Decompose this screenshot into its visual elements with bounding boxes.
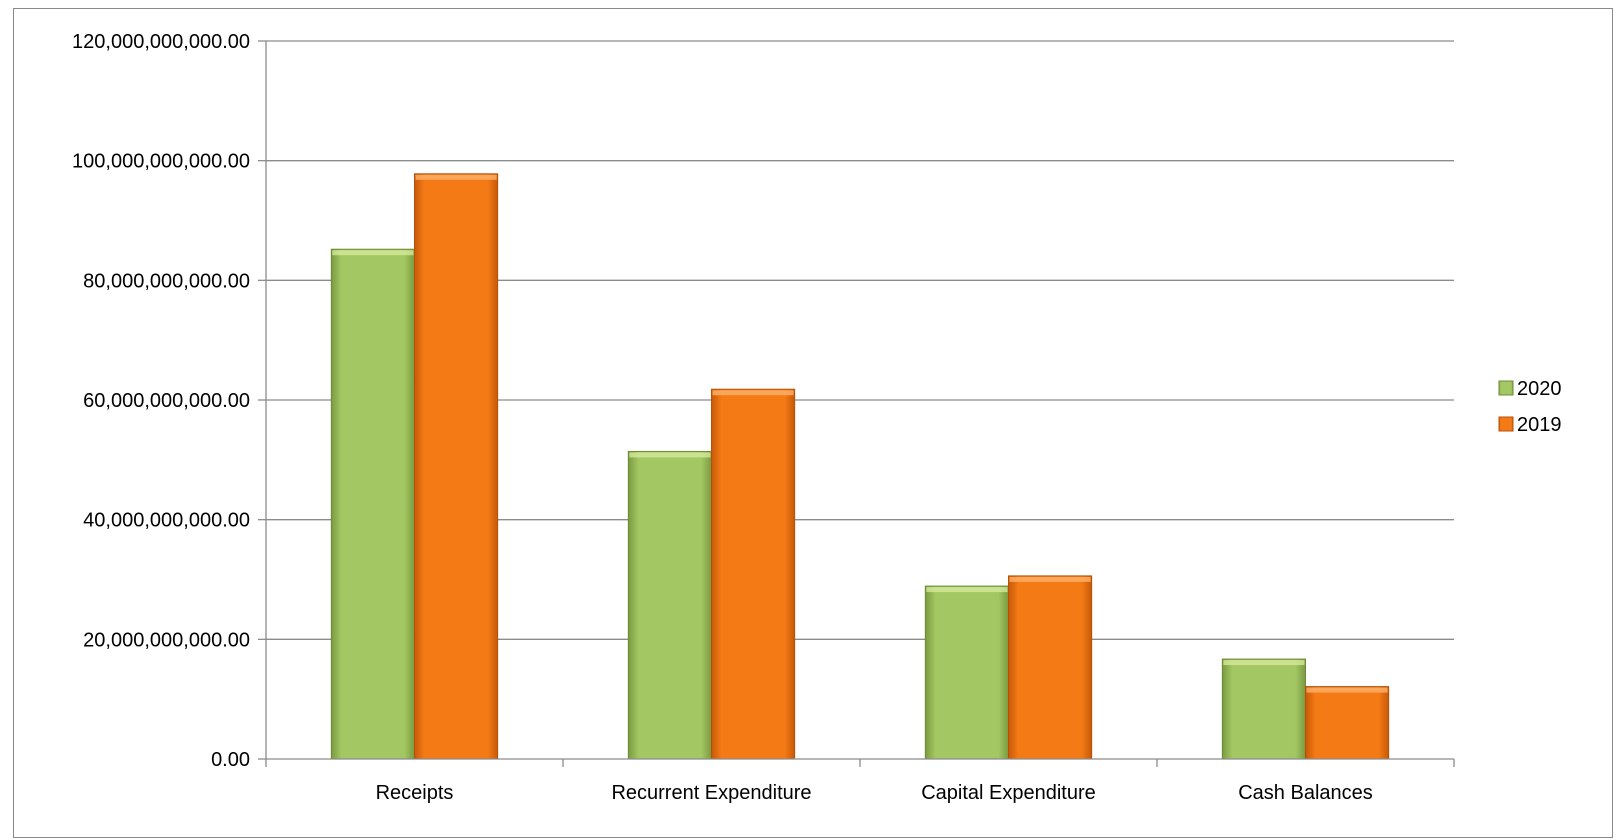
bar-body — [627, 450, 713, 760]
legend-item-2019: 2019 — [1498, 414, 1562, 436]
bar-highlight — [712, 390, 794, 396]
chart-frame: 0.00 20,000,000,000.00 40,000,000,000.00 60… — [13, 8, 1613, 838]
bar-2019-capital-expenditure — [1008, 575, 1093, 760]
x-tick-label: Recurrent Expenditure — [611, 782, 811, 804]
bar-2019-recurrent-expenditure — [711, 388, 796, 760]
y-tick-label: 120,000,000,000.00 — [72, 31, 250, 53]
bar-highlight — [332, 250, 414, 256]
bar-2019-cash-balances — [1305, 686, 1390, 760]
bars — [330, 173, 1390, 760]
tick-labels: 0.00 20,000,000,000.00 40,000,000,000.00 60… — [72, 31, 1373, 804]
x-tick-label: Capital Expenditure — [921, 782, 1096, 804]
legend-item-2020: 2020 — [1498, 378, 1562, 400]
y-tick-label: 100,000,000,000.00 — [72, 151, 250, 173]
legend-label: 2020 — [1517, 378, 1562, 400]
bar-body — [1008, 575, 1093, 760]
bar-highlight — [629, 452, 711, 458]
legend-swatch — [1498, 416, 1514, 432]
axes — [258, 40, 1455, 767]
y-tick-label: 0.00 — [211, 749, 250, 771]
y-tick-label: 40,000,000,000.00 — [83, 510, 250, 532]
bar-body — [1221, 658, 1306, 760]
bar-body — [924, 585, 1010, 760]
bar-highlight — [1306, 687, 1388, 693]
y-tick-label: 80,000,000,000.00 — [83, 270, 250, 292]
bar-body — [330, 248, 415, 760]
legend-swatch — [1498, 380, 1514, 396]
bar-2020-recurrent-expenditure — [627, 450, 713, 760]
bar-2020-receipts — [330, 248, 415, 760]
bar-body — [1305, 686, 1390, 760]
bar-2019-receipts — [414, 173, 499, 760]
bar-2020-capital-expenditure — [924, 585, 1010, 760]
x-tick-label: Cash Balances — [1238, 782, 1373, 804]
y-tick-label: 60,000,000,000.00 — [83, 390, 250, 412]
bar-body — [711, 388, 796, 760]
legend-label: 2019 — [1517, 414, 1562, 436]
bar-highlight — [415, 174, 497, 180]
bar-2020-cash-balances — [1221, 658, 1306, 760]
bar-body — [414, 173, 499, 760]
legend: 2020 2019 — [1498, 378, 1562, 436]
bar-chart: 0.00 20,000,000,000.00 40,000,000,000.00 60… — [72, 31, 1562, 804]
bar-highlight — [1009, 576, 1091, 582]
y-tick-label: 20,000,000,000.00 — [83, 629, 250, 651]
x-tick-label: Receipts — [376, 782, 454, 804]
bar-highlight — [926, 587, 1008, 593]
bar-highlight — [1223, 660, 1305, 666]
